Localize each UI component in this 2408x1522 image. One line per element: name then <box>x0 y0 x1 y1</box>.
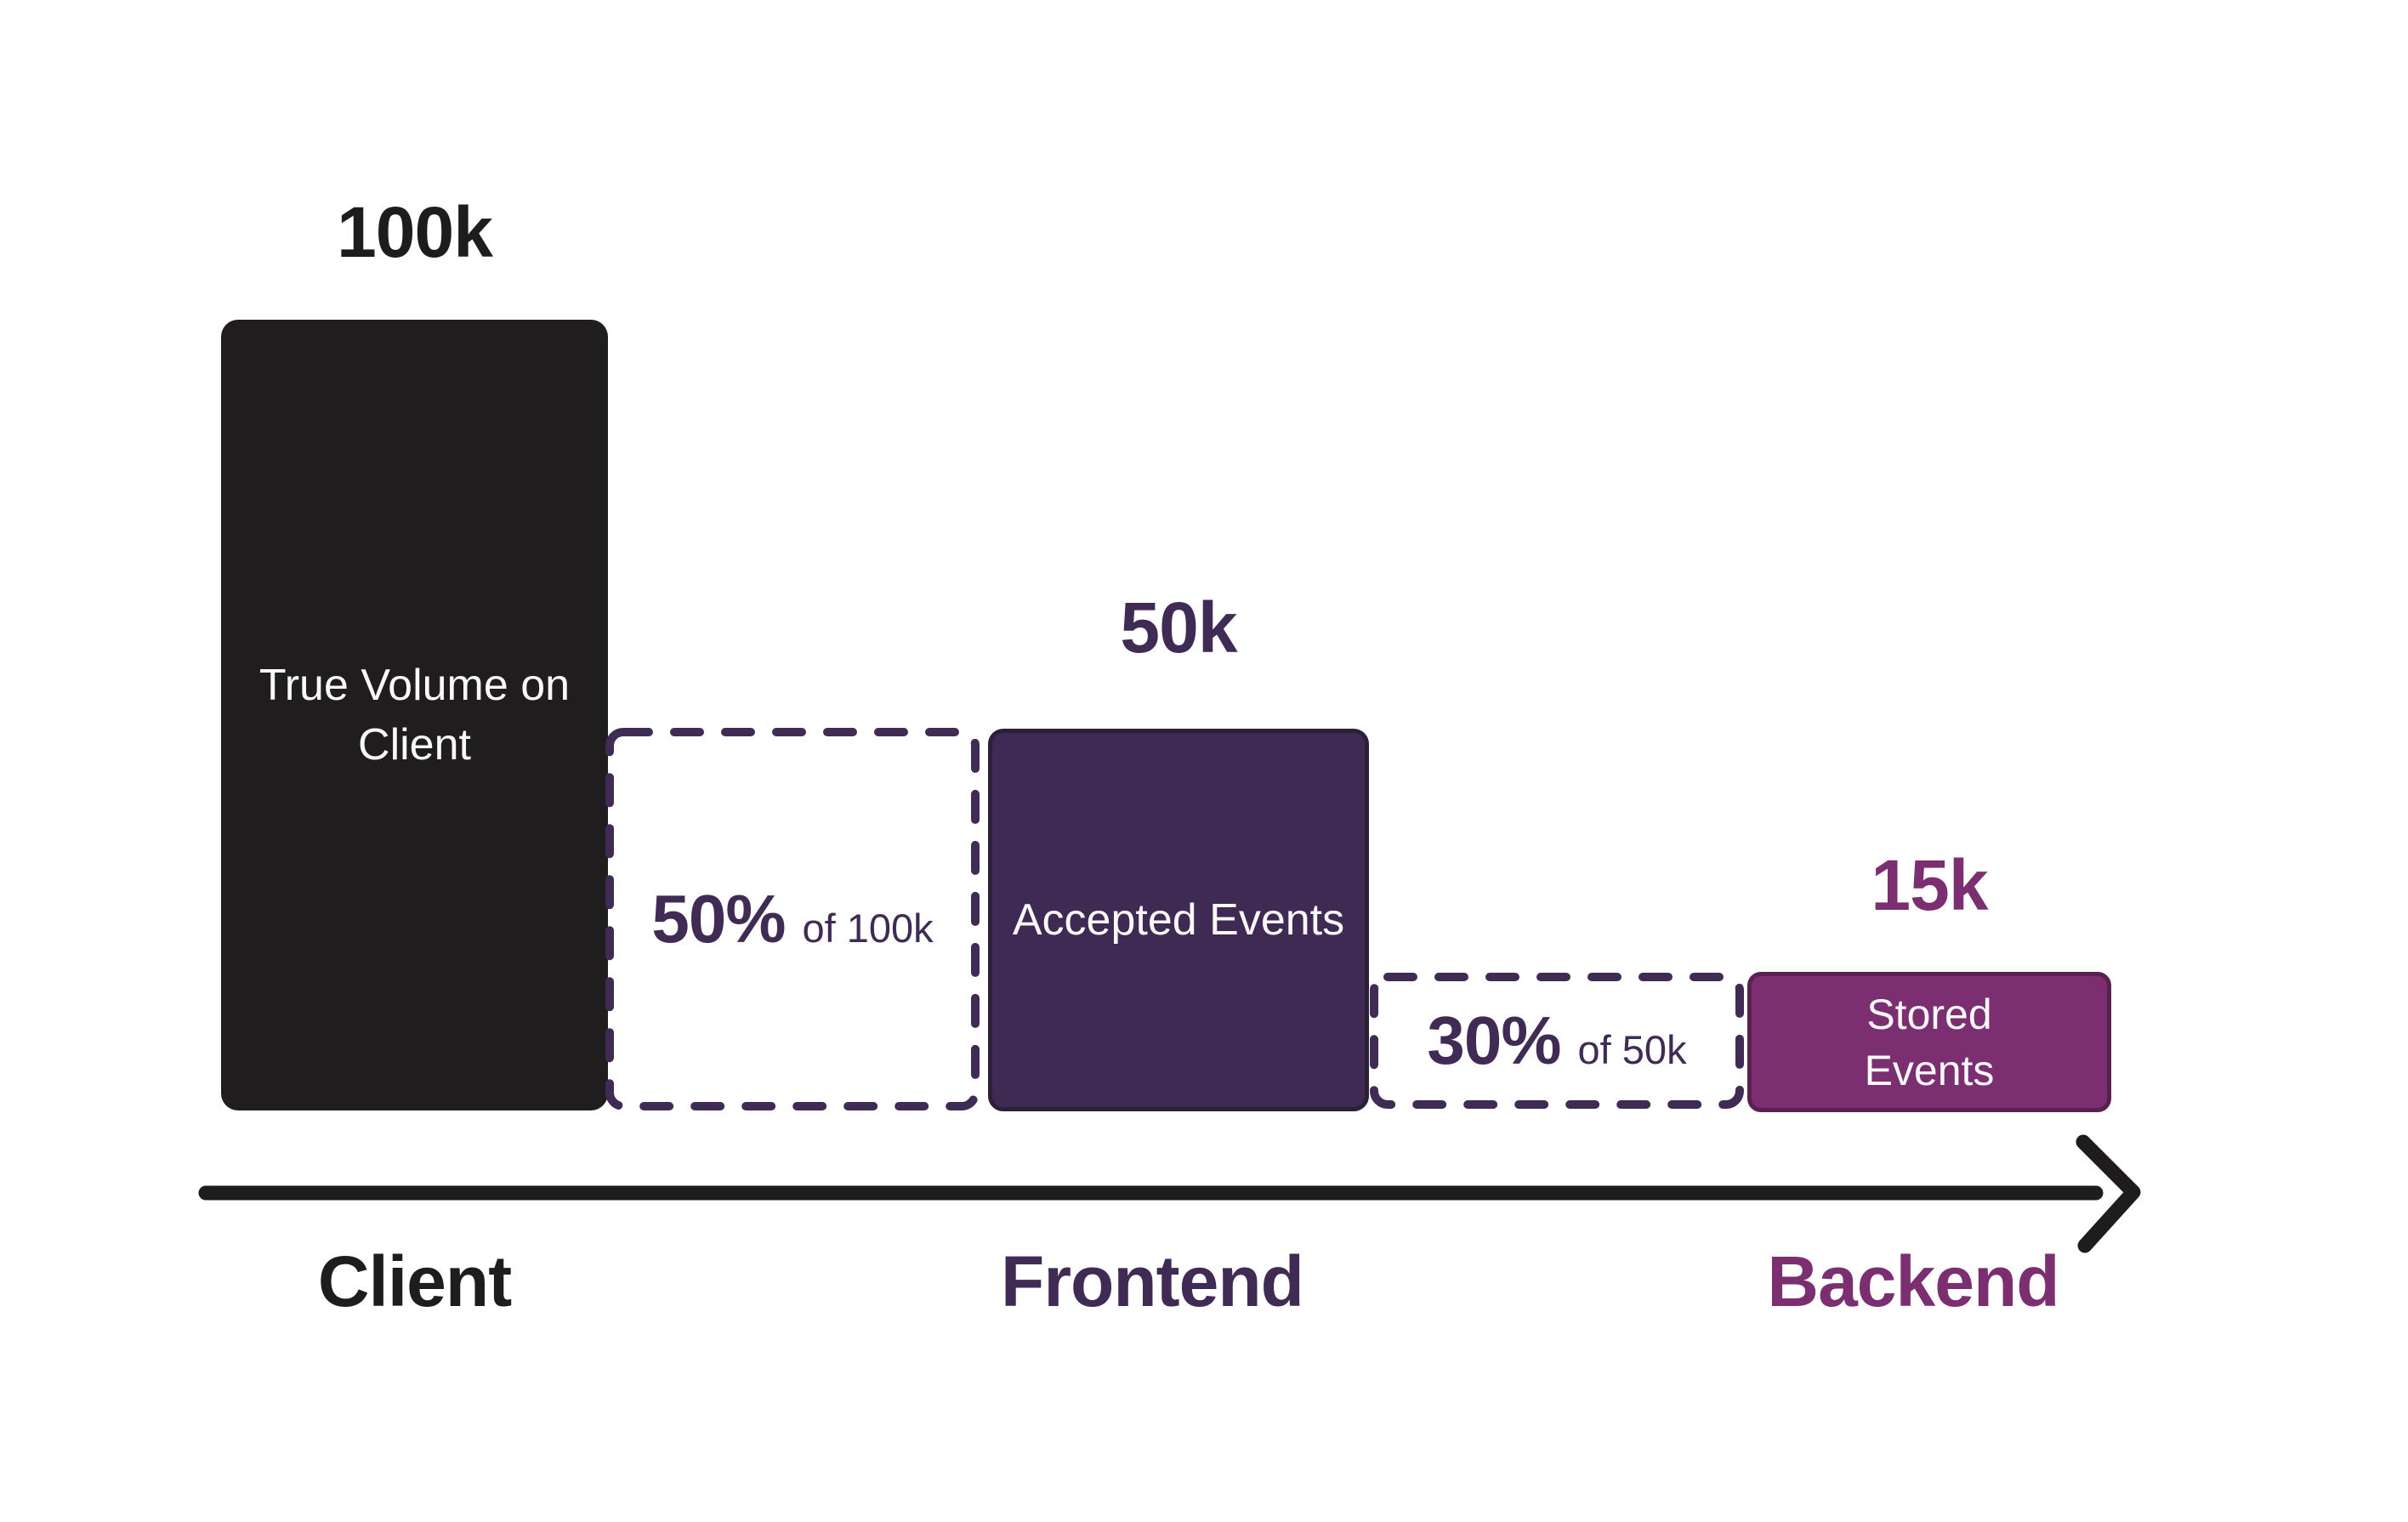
frontend-drop-of: of 100k <box>802 906 934 951</box>
axis-label-backend: Backend <box>1767 1241 2059 1321</box>
frontend-drop-box: 50% of 100k <box>605 727 980 1111</box>
backend-drop-label: 30% of 50k <box>1427 1002 1686 1080</box>
frontend-value-label: 50k <box>1120 588 1237 667</box>
axis-label-frontend: Frontend <box>1001 1241 1304 1321</box>
client-bar-label-line1: True Volume on <box>258 661 571 710</box>
frontend-drop-label: 50% of 100k <box>651 880 933 958</box>
stored-events-bar: Stored Events <box>1747 972 2111 1112</box>
flow-arrow-icon <box>198 1134 2141 1253</box>
accepted-events-bar: Accepted Events <box>988 729 1369 1111</box>
backend-drop-percent: 30% <box>1427 1002 1561 1078</box>
axis-label-client: Client <box>317 1241 512 1321</box>
accepted-events-label: Accepted Events <box>1012 895 1345 945</box>
backend-drop-box: 30% of 50k <box>1369 972 1745 1110</box>
dashed-border-icon <box>605 728 980 1110</box>
client-bar-label-line2: Client <box>358 720 471 770</box>
client-value-label: 100k <box>337 192 493 272</box>
backend-drop-of: of 50k <box>1577 1027 1687 1072</box>
frontend-drop-percent: 50% <box>651 881 786 957</box>
client-volume-bar: True Volume on Client <box>221 320 608 1110</box>
backend-value-label: 15k <box>1871 845 1988 925</box>
stored-events-label-line1: Stored <box>1866 990 1992 1038</box>
dashed-border-icon <box>1370 973 1744 1109</box>
stored-events-label-line2: Events <box>1864 1046 1995 1094</box>
